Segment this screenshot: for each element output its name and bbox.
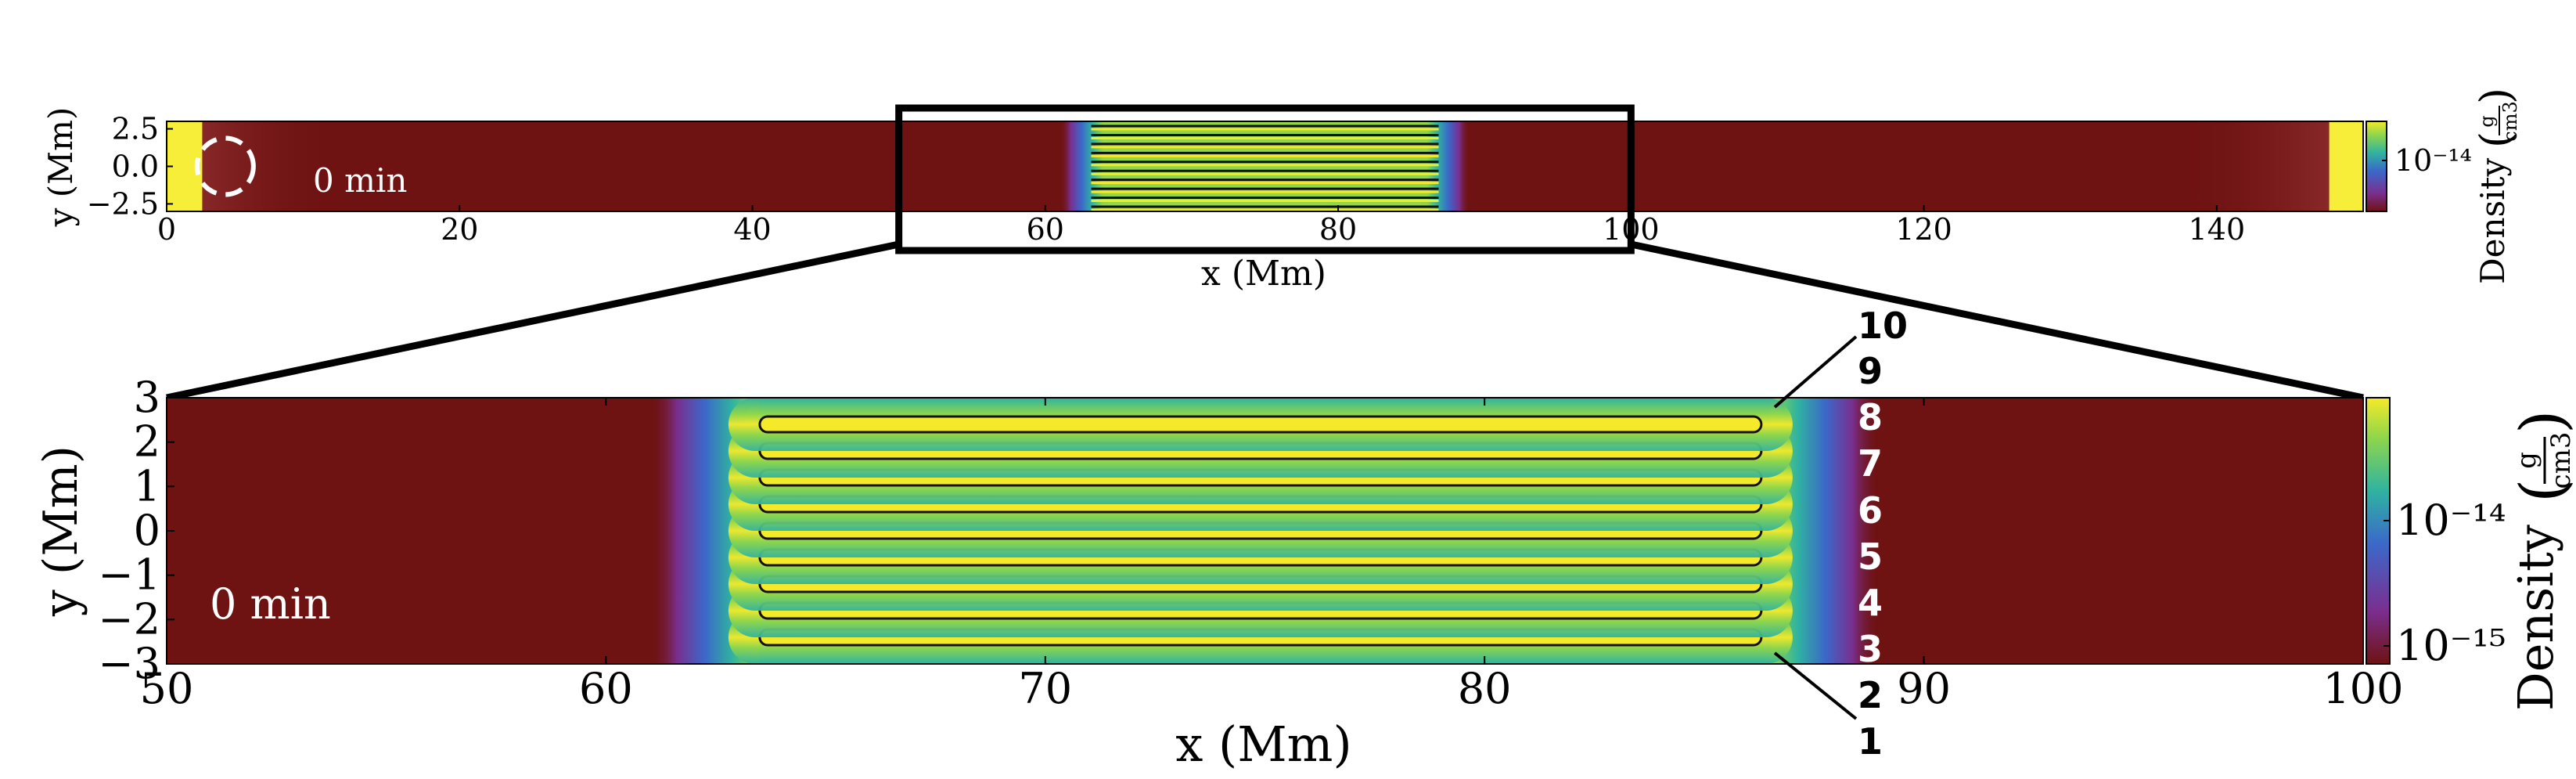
- zoom-colorbar-unit-denominator: cm3: [2545, 432, 2576, 489]
- zoom-x-tick-label: 100: [2322, 664, 2403, 713]
- overview-x-tick-label: 20: [441, 212, 478, 247]
- overview-y-axis-label: y (Mm): [41, 107, 80, 228]
- overview-y-tick-label: 0.0: [112, 150, 159, 184]
- zoom-y-tick-label: 0: [134, 506, 160, 555]
- overview-x-tick-label: 120: [1895, 212, 1952, 247]
- thread-label-pointer-bottom: [1773, 651, 1858, 720]
- zoom-time-label: 0 min: [210, 579, 331, 629]
- overview-colorbar-paren-left: (: [2471, 132, 2520, 148]
- overview-x-tick-label: 80: [1319, 212, 1357, 247]
- overview-x-tick-label: 40: [733, 212, 771, 247]
- overview-slab-right-edge: [1427, 121, 1470, 211]
- overview-right-wall-fade: [2172, 121, 2334, 211]
- thread-label-1: 1: [1858, 720, 1883, 763]
- zoom-x-ticks: 50 60 70 80 90 100: [140, 398, 2404, 713]
- overview-colorbar-unit-numerator: g: [2476, 115, 2498, 127]
- zoom-y-tick-label: 2: [134, 417, 160, 467]
- thread-label-3: 3: [1858, 628, 1883, 670]
- thread-label-9: 9: [1858, 350, 1883, 392]
- thread-label-pointer-top: [1773, 335, 1858, 409]
- thread-label-6: 6: [1858, 489, 1883, 532]
- thread-label-8: 8: [1858, 396, 1883, 438]
- overview-slab-region: [1060, 121, 1470, 211]
- zoom-x-tick-label: 50: [140, 664, 194, 713]
- thread-label-4: 4: [1858, 582, 1883, 624]
- zoom-colorbar-tick-label: 10⁻¹⁴: [2396, 496, 2506, 545]
- overview-y-tick-label: −2.5: [87, 186, 159, 221]
- overview-panel: 0 20 40 60 80 100 120 140 2.50.0−2.5 0 min x (M…: [41, 88, 2521, 294]
- overview-zoom-box: [895, 104, 1635, 254]
- thread-label-7: 7: [1858, 442, 1883, 485]
- overview-x-axis-label: x (Mm): [1201, 254, 1326, 294]
- overview-x-tick-label: 0: [157, 212, 176, 247]
- overview-y-ticks: 2.5 0.0−2.5: [87, 112, 173, 221]
- zoom-colorbar-frame: [2366, 397, 2391, 665]
- zoom-y-tick-label: 3: [134, 373, 160, 422]
- zoom-y-axis-label: y (Mm): [34, 445, 88, 617]
- overview-x-tick-label: 140: [2189, 212, 2246, 247]
- zoom-x-tick-label: 60: [579, 664, 633, 713]
- zoom-colorbar: [2366, 398, 2390, 664]
- zoom-y-tick-label: 1: [134, 461, 160, 510]
- zoom-colorbar-paren-left: (: [2508, 479, 2576, 503]
- overview-slab-left-edge: [1060, 121, 1103, 211]
- overview-time-label: 0 min: [313, 161, 407, 200]
- overview-y-tick-label: 2.5: [112, 112, 159, 146]
- overview-x-tick-label: 60: [1027, 212, 1064, 247]
- zoom-colorbar-tick-label: 10⁻¹⁵: [2396, 621, 2506, 670]
- overview-colorbar: [2366, 121, 2387, 211]
- zoom-y-tick-label: −2: [98, 594, 160, 644]
- overview-colorbar-frame: [2366, 121, 2387, 212]
- zoom-connector-left: [166, 240, 900, 402]
- overview-colorbar-unit-denominator: cm3: [2499, 101, 2521, 141]
- overview-colorbar-tick-label: 10⁻¹⁴: [2394, 143, 2472, 178]
- thread-label-5: 5: [1858, 536, 1883, 578]
- thread-label-10: 10: [1858, 305, 1908, 347]
- overview-colorbar-label: Density g cm3 (): [2471, 88, 2521, 284]
- zoom-thread-contour: [758, 415, 1763, 434]
- zoom-colorbar-quantity: Density: [2507, 525, 2564, 711]
- zoom-y-tick-label: −3: [98, 639, 160, 688]
- thread-label-2: 2: [1858, 674, 1883, 716]
- zoom-x-tick-label: 80: [1458, 664, 1512, 713]
- zoom-x-axis-label: x (Mm): [1175, 716, 1351, 773]
- zoom-threads: [728, 398, 1793, 664]
- zoom-x-tick-label: 90: [1897, 664, 1951, 713]
- zoom-colorbar-label: Density g cm3 (): [2507, 410, 2576, 711]
- zoom-x-tick-label: 70: [1018, 664, 1072, 713]
- overview-left-wall-fade: [196, 121, 343, 211]
- overview-right-wall: [2329, 121, 2363, 211]
- zoom-colorbar-paren-right: ): [2508, 410, 2576, 434]
- overview-colorbar-paren-right: ): [2471, 88, 2520, 104]
- overview-x-ticks: 0 20 40 60 80 100 120 140: [157, 205, 2245, 247]
- zoom-colorbar-ticks: 10⁻¹⁴ 10⁻¹⁵: [2384, 496, 2506, 670]
- overview-slab-core: [1103, 121, 1427, 211]
- overview-dashed-circle: [194, 135, 256, 197]
- overview-colorbar-quantity: Density: [2473, 158, 2512, 284]
- zoom-colorbar-unit-numerator: g: [2511, 452, 2542, 469]
- zoom-y-tick-label: −1: [98, 550, 160, 600]
- zoom-connector-right: [1630, 240, 2364, 402]
